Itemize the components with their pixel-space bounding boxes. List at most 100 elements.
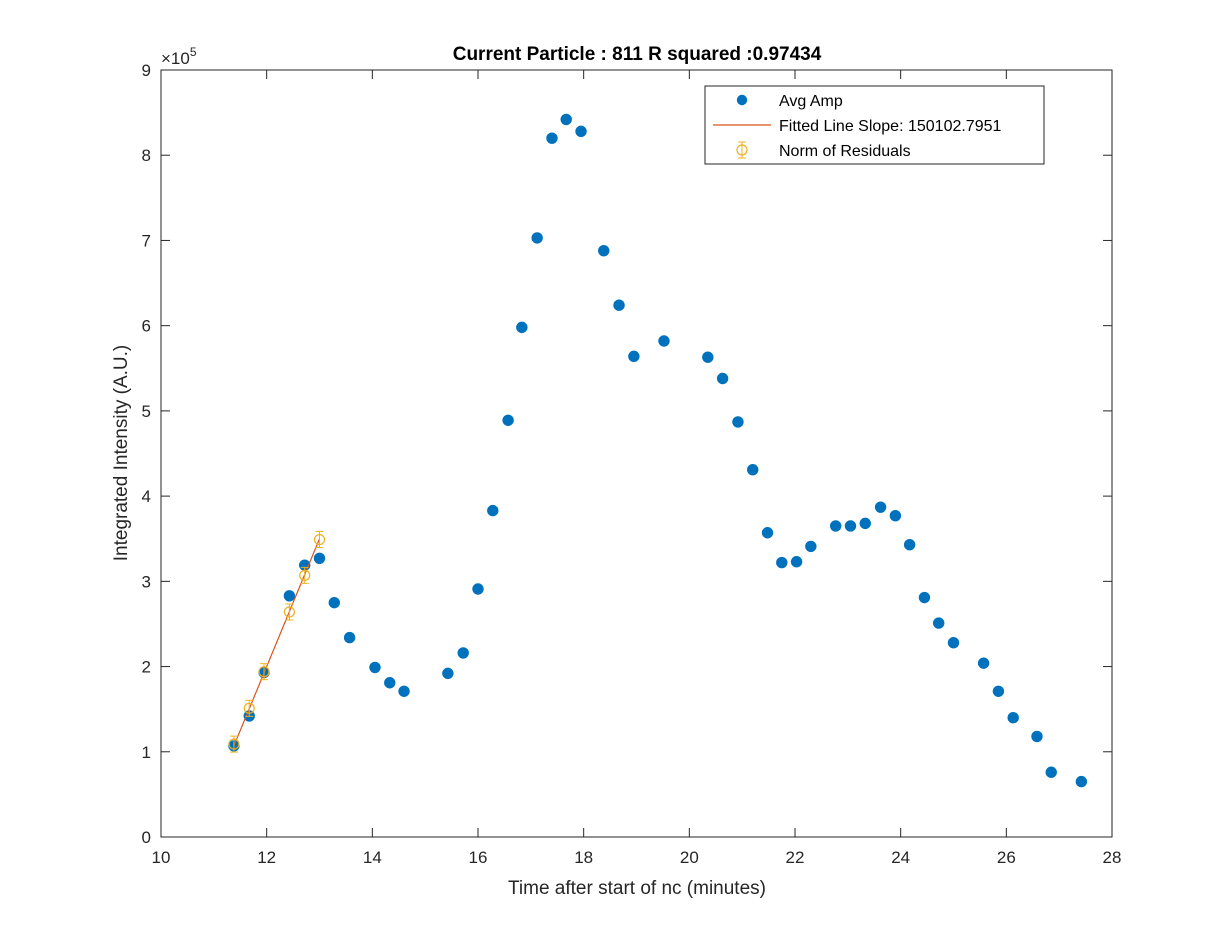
x-axis-title: Time after start of nc (minutes) bbox=[508, 878, 766, 899]
legend: Avg Amp Fitted Line Slope: 150102.7951 Nor… bbox=[704, 85, 1045, 165]
data-point bbox=[658, 335, 670, 347]
data-point bbox=[918, 591, 931, 604]
data-point bbox=[502, 414, 514, 426]
open-marker bbox=[313, 533, 326, 546]
data-point bbox=[992, 685, 1005, 697]
data-point bbox=[716, 372, 729, 385]
data-point bbox=[487, 504, 499, 517]
data-point bbox=[613, 299, 625, 311]
data-point bbox=[776, 556, 788, 569]
x-tick-label: 28 bbox=[1103, 848, 1122, 867]
x-tick-label: 18 bbox=[574, 848, 593, 867]
fitted-line bbox=[233, 538, 321, 747]
y-tick-label: 3 bbox=[142, 572, 151, 591]
data-point bbox=[874, 501, 887, 513]
chart-title: Current Particle : 811 R squared :0.9743… bbox=[453, 44, 822, 65]
open-marker bbox=[283, 606, 295, 618]
data-point bbox=[933, 617, 945, 629]
x-tick-label: 22 bbox=[786, 848, 805, 867]
data-point bbox=[457, 647, 469, 659]
legend-entry: Fitted Line Slope: 150102.7951 bbox=[713, 118, 1002, 135]
data-point bbox=[805, 540, 817, 553]
data-point bbox=[628, 350, 640, 363]
series-errorbar-open bbox=[228, 531, 326, 753]
data-point bbox=[313, 552, 326, 565]
data-point bbox=[343, 631, 356, 644]
y-tick-label: 0 bbox=[142, 828, 151, 847]
legend-label: Fitted Line Slope: 150102.7951 bbox=[779, 118, 1002, 135]
x-tick-label: 10 bbox=[152, 848, 171, 867]
y-exponent-power: 5 bbox=[190, 45, 197, 59]
data-point bbox=[844, 520, 857, 532]
data-point bbox=[859, 517, 871, 530]
data-point bbox=[977, 657, 990, 669]
residual-point bbox=[243, 699, 255, 717]
x-tick-label: 12 bbox=[257, 848, 276, 867]
legend-marker bbox=[736, 94, 748, 106]
data-point bbox=[384, 677, 396, 689]
open-marker bbox=[258, 666, 270, 678]
data-point bbox=[328, 596, 340, 609]
data-point bbox=[1031, 730, 1043, 743]
data-point bbox=[442, 667, 454, 680]
y-tick-label: 9 bbox=[142, 61, 151, 80]
data-point bbox=[903, 538, 916, 551]
data-point bbox=[1007, 711, 1019, 724]
open-marker bbox=[228, 738, 240, 750]
legend-label: Avg Amp bbox=[779, 93, 843, 110]
y-exponent-label: ×105 bbox=[161, 45, 197, 68]
x-tick-label: 14 bbox=[363, 848, 382, 867]
y-tick-label: 1 bbox=[142, 743, 151, 762]
legend-entry: Norm of Residuals bbox=[736, 141, 911, 160]
data-point bbox=[283, 590, 296, 602]
open-marker bbox=[736, 144, 748, 156]
y-tick-label: 8 bbox=[142, 146, 151, 165]
data-point bbox=[369, 661, 381, 674]
data-point bbox=[761, 527, 774, 539]
data-point bbox=[790, 556, 803, 568]
data-point bbox=[732, 416, 744, 428]
data-point bbox=[398, 685, 410, 697]
legend-entry: Avg Amp bbox=[736, 93, 843, 110]
data-point bbox=[1075, 775, 1088, 788]
legend-label: Norm of Residuals bbox=[779, 143, 911, 160]
residual-point bbox=[299, 566, 311, 584]
plot-area bbox=[160, 69, 1113, 838]
y-tick-label: 2 bbox=[142, 658, 151, 677]
x-tick-label: 24 bbox=[891, 848, 910, 867]
legend-marker bbox=[736, 141, 748, 159]
data-point bbox=[889, 510, 902, 522]
data-point bbox=[829, 520, 842, 532]
data-point bbox=[472, 583, 484, 595]
x-tick-label: 26 bbox=[997, 848, 1016, 867]
data-point bbox=[1045, 766, 1057, 778]
data-point bbox=[747, 463, 759, 476]
residual-point bbox=[283, 603, 295, 621]
data-point bbox=[546, 132, 558, 144]
data-point bbox=[531, 232, 543, 244]
residual-point bbox=[313, 531, 326, 549]
data-point bbox=[947, 636, 960, 649]
y-tick-label: 7 bbox=[142, 231, 151, 250]
data-point bbox=[702, 351, 714, 363]
x-tick-label: 16 bbox=[469, 848, 488, 867]
data-point bbox=[598, 244, 610, 257]
y-exponent-base: ×10 bbox=[161, 49, 190, 68]
residual-point bbox=[258, 663, 270, 681]
data-point bbox=[575, 125, 587, 138]
y-axis-title: Integrated Intensity (A.U.) bbox=[111, 345, 132, 562]
series-line bbox=[233, 538, 321, 747]
series-layer bbox=[228, 113, 1088, 788]
y-tick-label: 5 bbox=[142, 402, 151, 421]
data-point bbox=[516, 321, 528, 334]
residual-point bbox=[228, 735, 240, 753]
x-tick-label: 20 bbox=[680, 848, 699, 867]
open-marker bbox=[243, 702, 255, 714]
y-tick-label: 6 bbox=[142, 317, 151, 336]
open-marker bbox=[299, 569, 311, 581]
y-tick-label: 4 bbox=[142, 487, 151, 506]
data-point bbox=[560, 113, 572, 126]
